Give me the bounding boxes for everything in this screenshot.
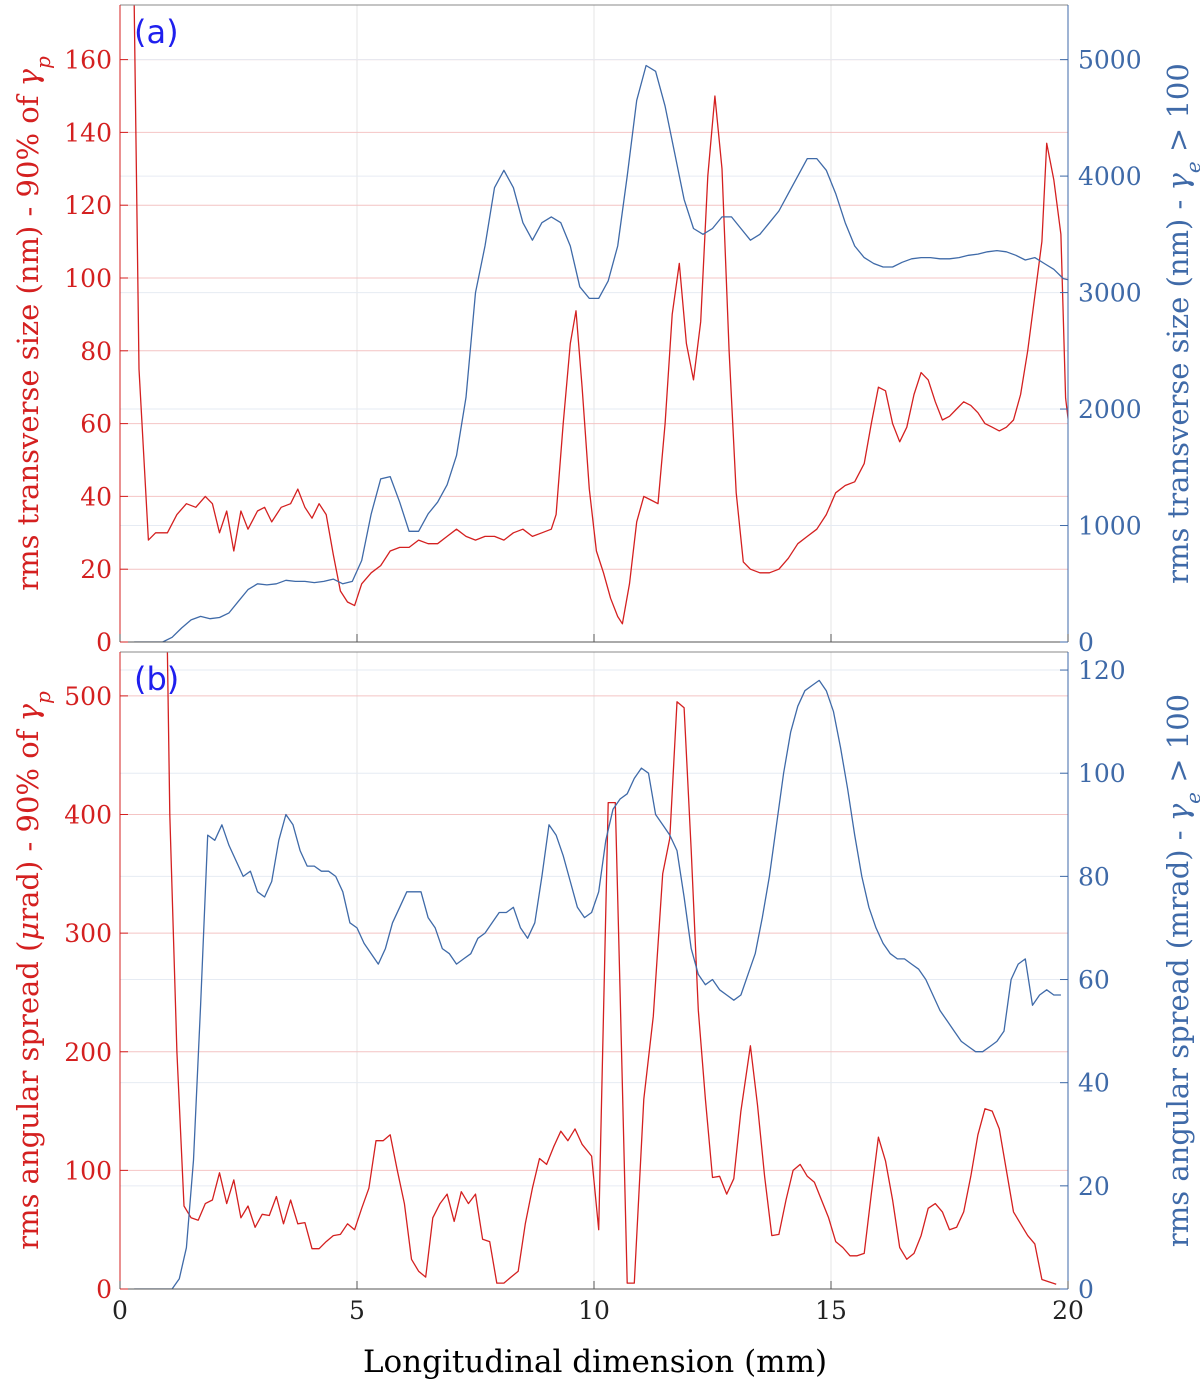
series-line-red bbox=[133, 5, 1068, 625]
x-tick-label: 5 bbox=[349, 1296, 365, 1325]
y-right-tick-label: 20 bbox=[1078, 1172, 1110, 1201]
y-left-tick-label: 200 bbox=[64, 1038, 112, 1067]
y-right-tick-label: 120 bbox=[1078, 656, 1126, 685]
y-left-tick-label: 140 bbox=[64, 118, 112, 147]
y-right-tick-label: 3000 bbox=[1078, 279, 1142, 308]
x-tick-label: 10 bbox=[578, 1296, 610, 1325]
y-left-tick-label: 80 bbox=[80, 337, 112, 366]
x-tick-label: 0 bbox=[112, 1296, 128, 1325]
y-left-tick-label: 300 bbox=[64, 919, 112, 948]
y-right-tick-label: 1000 bbox=[1078, 512, 1142, 541]
y-right-tick-label: 80 bbox=[1078, 862, 1110, 891]
y-left-tick-label: 20 bbox=[80, 555, 112, 584]
y-left-tick-label: 100 bbox=[64, 1156, 112, 1185]
series-line-red bbox=[166, 652, 1057, 1285]
y-right-tick-label: 0 bbox=[1078, 628, 1094, 657]
y-left-tick-label: 500 bbox=[64, 682, 112, 711]
y-left-tick-label: 400 bbox=[64, 801, 112, 830]
panel-a: 0 20 40 60 80 100 120 140 160 0 1000 2000 3000 4000 50… bbox=[11, 4, 1200, 657]
y-left-tick-label: 160 bbox=[64, 46, 112, 75]
y-right-tick-label: 5000 bbox=[1078, 46, 1142, 75]
y-right-tick-label: 2000 bbox=[1078, 395, 1142, 424]
y-right-axis-title: rms transverse size (nm) - γe > 100 bbox=[1161, 63, 1200, 584]
y-left-tick-label: 120 bbox=[64, 191, 112, 220]
y-left-tick-label: 0 bbox=[96, 1275, 112, 1304]
y-right-tick-label: 40 bbox=[1078, 1069, 1110, 1098]
y-left-tick-label: 100 bbox=[64, 264, 112, 293]
y-left-tick-label: 40 bbox=[80, 482, 112, 511]
x-axis-title: Longitudinal dimension (mm) bbox=[363, 1344, 827, 1380]
y-left-axis-title: rms angular spread (μrad) - 90% of γp bbox=[11, 691, 55, 1250]
y-right-tick-label: 4000 bbox=[1078, 162, 1142, 191]
x-tick-label: 15 bbox=[815, 1296, 847, 1325]
y-left-tick-label: 0 bbox=[96, 628, 112, 657]
panel-label: (b) bbox=[134, 660, 179, 698]
y-left-axis-title: rms transverse size (nm) - 90% of γp bbox=[11, 56, 55, 591]
panel-label: (a) bbox=[134, 13, 179, 51]
series-line-blue bbox=[134, 679, 1061, 1289]
panel-b: 0 5 10 15 200100200300400500020406080100120r… bbox=[11, 651, 1200, 1325]
y-right-tick-label: 0 bbox=[1078, 1275, 1094, 1304]
x-tick-label: 20 bbox=[1052, 1296, 1084, 1325]
y-right-tick-label: 60 bbox=[1078, 966, 1110, 995]
y-left-tick-label: 60 bbox=[80, 410, 112, 439]
y-right-tick-label: 100 bbox=[1078, 759, 1126, 788]
series-line-blue bbox=[134, 64, 1068, 642]
y-right-axis-title: rms angular spread (mrad) - γe > 100 bbox=[1161, 694, 1200, 1247]
